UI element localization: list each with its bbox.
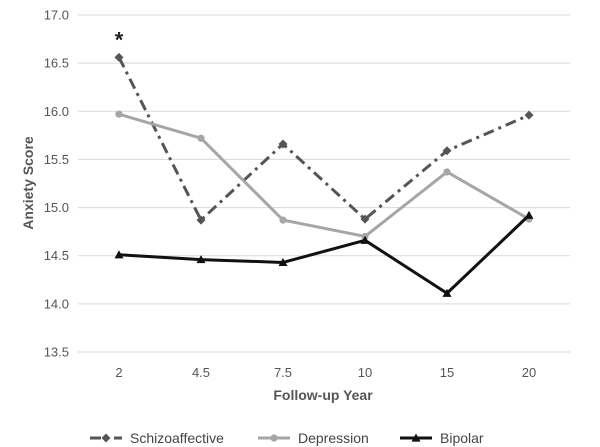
x-tick-7-5: 7.5 [274, 365, 292, 380]
data-point-schizoaffective-10 [360, 214, 370, 224]
series-line-depression [118, 112, 530, 238]
y-tick-labels: 13.5 14.0 14.5 15.0 15.5 16.0 16.5 17.0 [44, 8, 69, 360]
y-tick-15-5: 15.5 [44, 152, 69, 167]
series-schizoaffective [114, 52, 534, 225]
data-point-schizoaffective-2 [114, 52, 124, 62]
y-tick-16-5: 16.5 [44, 56, 69, 71]
legend: Schizoaffective Depression Bipolar [90, 430, 484, 446]
annotation-asterisk: * [115, 27, 124, 52]
data-point-schizoaffective-15 [442, 146, 452, 156]
y-axis-label: Anxiety Score [20, 136, 36, 230]
x-axis-label: Follow-up Year [273, 387, 373, 403]
data-point-bipolar-4-5 [196, 255, 206, 264]
legend-label-depression: Depression [298, 430, 369, 446]
series-line-bipolar [118, 214, 531, 295]
series-lines [114, 52, 534, 297]
y-tick-14-0: 14.0 [44, 296, 69, 311]
series-line-schizoaffective [117, 56, 530, 222]
legend-marker-depression [270, 434, 278, 442]
legend-label-schizoaffective: Schizoaffective [130, 430, 224, 446]
y-tick-13-5: 13.5 [44, 345, 69, 360]
y-tick-14-5: 14.5 [44, 248, 69, 263]
annotations: * [115, 27, 124, 52]
data-point-depression-15 [443, 168, 451, 176]
data-point-schizoaffective-7-5 [278, 139, 288, 149]
legend-marker-schizoaffective [101, 433, 111, 443]
data-point-depression-2 [115, 110, 123, 118]
legend-item-bipolar: Bipolar [400, 430, 484, 446]
series-bipolar [114, 210, 534, 297]
x-tick-2: 2 [115, 365, 122, 380]
series-depression [115, 110, 533, 241]
data-point-depression-4-5 [197, 134, 205, 142]
legend-label-bipolar: Bipolar [440, 430, 484, 446]
data-point-bipolar-7-5 [278, 257, 288, 267]
data-point-bipolar-2 [114, 250, 124, 259]
y-tick-16-0: 16.0 [44, 104, 69, 119]
x-tick-20: 20 [522, 365, 536, 380]
x-tick-labels: 2 4.5 7.5 10 15 20 [115, 365, 536, 380]
x-tick-10: 10 [358, 365, 372, 380]
data-point-schizoaffective-20 [524, 110, 534, 120]
legend-item-schizoaffective: Schizoaffective [90, 430, 224, 446]
data-point-depression-7-5 [279, 216, 287, 224]
data-point-bipolar-10 [360, 235, 370, 244]
data-point-bipolar-15 [442, 288, 452, 297]
legend-item-depression: Depression [258, 430, 369, 446]
x-tick-15: 15 [440, 365, 454, 380]
gridlines [78, 14, 570, 353]
y-tick-17-0: 17.0 [44, 8, 69, 23]
y-tick-15-0: 15.0 [44, 200, 69, 215]
data-point-bipolar-20 [524, 210, 534, 219]
data-point-schizoaffective-4-5 [196, 215, 206, 225]
x-tick-4-5: 4.5 [192, 365, 210, 380]
legend-marker-bipolar [411, 433, 421, 442]
